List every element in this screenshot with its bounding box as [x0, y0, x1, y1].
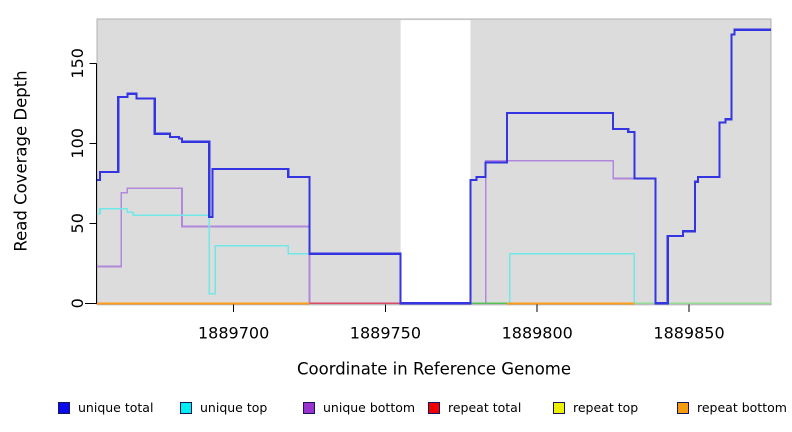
x-tick-label: 1889850 — [653, 323, 724, 342]
series-line-unique-total — [97, 28, 771, 305]
y-tick-label: 50 — [68, 213, 87, 233]
y-axis-title: Read Coverage Depth — [11, 70, 31, 252]
coverage-gap-region — [400, 20, 471, 303]
x-tick-label: 1889800 — [502, 323, 573, 342]
x-axis-title: Coordinate in Reference Genome — [296, 359, 572, 379]
y-tick-label: 150 — [68, 48, 87, 79]
x-tick-label: 1889750 — [350, 323, 421, 342]
y-tick-label: 100 — [68, 128, 87, 159]
x-tick-label: 1889700 — [198, 323, 269, 342]
y-tick-label: 0 — [68, 298, 87, 308]
series-line-unique-top — [97, 208, 771, 305]
